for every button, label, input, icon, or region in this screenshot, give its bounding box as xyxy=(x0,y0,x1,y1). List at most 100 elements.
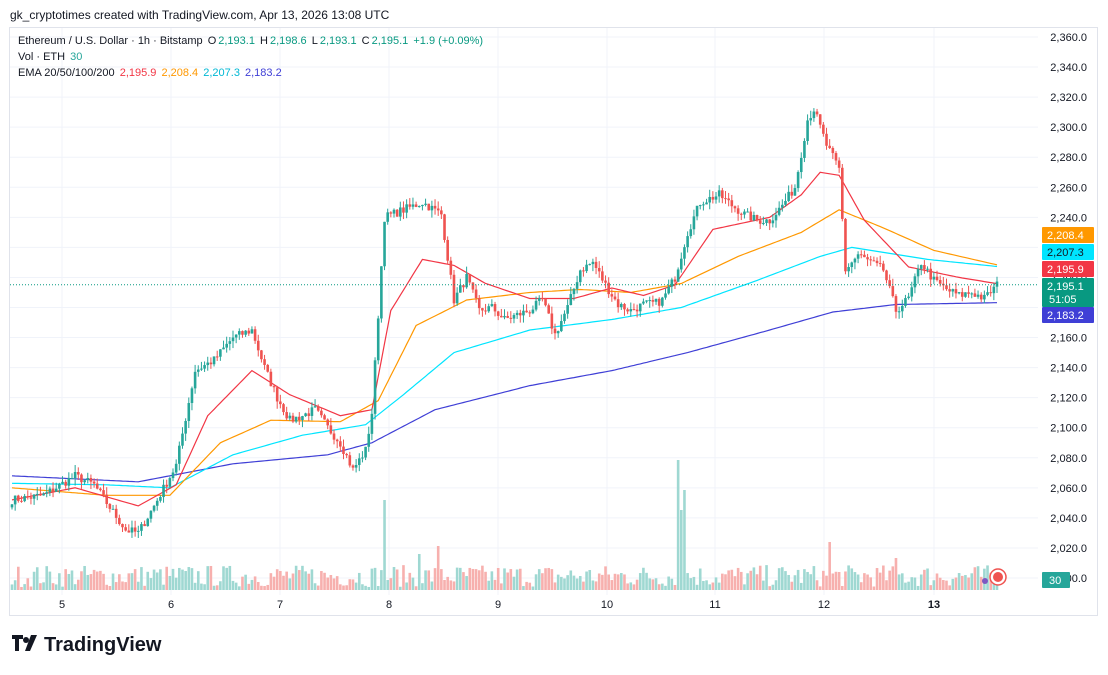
candle xyxy=(875,257,879,267)
volume-bar xyxy=(105,584,109,590)
candle xyxy=(957,291,961,295)
volume-bar xyxy=(13,580,17,590)
volume-bar xyxy=(348,579,352,590)
candle xyxy=(443,213,446,243)
candle xyxy=(850,261,854,274)
volume-bar xyxy=(427,570,431,590)
volume-bar xyxy=(588,570,592,590)
volume-bar xyxy=(48,571,52,590)
volume-bar xyxy=(913,577,917,590)
candle xyxy=(594,256,598,275)
volume-bar xyxy=(225,567,228,590)
volume-bar xyxy=(885,580,888,590)
candle xyxy=(888,274,891,289)
volume-bar xyxy=(727,570,730,590)
volume-bar xyxy=(234,582,238,590)
candle xyxy=(721,187,724,204)
candle xyxy=(20,495,23,503)
candle-body xyxy=(373,360,377,414)
candle-body xyxy=(392,209,396,214)
legend-ema-label[interactable]: EMA 20/50/100/200 xyxy=(18,67,115,79)
volume-bar xyxy=(803,569,806,590)
volume-bar xyxy=(594,581,598,590)
volume-bar xyxy=(686,573,689,590)
volume-bar xyxy=(477,570,481,590)
legend-ema-row[interactable]: EMA 20/50/100/200 2,195.9 2,208.4 2,207.… xyxy=(18,67,284,79)
candle xyxy=(440,206,443,220)
candle xyxy=(522,304,525,323)
legend-vol-label[interactable]: Vol · ETH xyxy=(18,51,66,63)
candle xyxy=(316,404,320,412)
volume-bar xyxy=(51,583,55,590)
candle-body xyxy=(484,310,487,312)
candle xyxy=(35,487,39,501)
tradingview-brand[interactable]: TradingView xyxy=(12,634,161,657)
volume-bar xyxy=(607,574,610,590)
volume-bar xyxy=(626,583,629,590)
candle xyxy=(484,303,487,315)
candle xyxy=(831,146,835,160)
volume-bar xyxy=(206,566,210,590)
candle-body xyxy=(76,472,80,475)
candle xyxy=(465,266,468,289)
volume-bar xyxy=(929,585,933,590)
volume-bar xyxy=(563,578,566,590)
volume-bar xyxy=(193,582,197,590)
volume-bar xyxy=(964,575,967,590)
volume-bar xyxy=(291,573,295,590)
volume-bar xyxy=(320,571,323,590)
candle-body xyxy=(427,203,431,211)
volume-bar xyxy=(765,565,768,590)
x-tick-label: 11 xyxy=(709,599,720,611)
candle xyxy=(916,264,920,284)
candle-body xyxy=(99,488,102,491)
volume-bar xyxy=(932,580,936,590)
candle-body xyxy=(351,465,355,468)
volume-bar xyxy=(623,574,626,590)
candle-body xyxy=(433,205,437,209)
chart-frame[interactable] xyxy=(9,27,1098,616)
volume-bar xyxy=(897,574,901,590)
legend-symbol-row[interactable]: Ethereum / U.S. Dollar · 1h · Bitstamp O… xyxy=(18,35,485,47)
candle xyxy=(588,263,592,266)
candle-body xyxy=(380,266,383,319)
candle xyxy=(847,263,850,277)
candle xyxy=(818,114,822,129)
candle xyxy=(95,478,99,490)
legend-ema100-value: 2,207.3 xyxy=(203,67,240,79)
candle xyxy=(907,292,910,300)
legend-volume-row[interactable]: Vol · ETH 30 xyxy=(18,51,84,63)
candle-body xyxy=(51,488,55,492)
candle xyxy=(986,286,989,297)
candle-body xyxy=(585,264,588,272)
volume-bar xyxy=(597,573,601,590)
candle-body xyxy=(133,527,137,532)
candle xyxy=(705,198,708,205)
y-tick-label: 2,140.0 xyxy=(1050,363,1087,375)
volume-bar xyxy=(446,576,449,590)
candle xyxy=(196,365,200,377)
candle xyxy=(275,385,279,409)
volume-bar xyxy=(241,576,244,590)
candle xyxy=(894,294,898,319)
volume-bar xyxy=(784,571,787,590)
candle xyxy=(146,517,150,527)
candle xyxy=(380,266,383,323)
volume-bar xyxy=(692,576,696,590)
candle xyxy=(215,350,219,361)
legend-symbol[interactable]: Ethereum / U.S. Dollar · 1h · Bitstamp xyxy=(18,35,203,47)
legend-ema50-value: 2,208.4 xyxy=(161,67,199,79)
tradingview-logo-icon xyxy=(12,635,38,656)
y-tick-label: 2,260.0 xyxy=(1050,182,1087,194)
candle xyxy=(395,209,399,217)
volume-bar xyxy=(155,572,159,590)
candle-body xyxy=(515,312,519,316)
candle-body xyxy=(272,386,276,388)
candle xyxy=(297,412,301,425)
candle-body xyxy=(932,276,936,280)
volume-bar xyxy=(642,567,645,590)
volume-bar xyxy=(124,582,127,590)
candle xyxy=(367,426,371,452)
volume-bar xyxy=(329,575,333,590)
